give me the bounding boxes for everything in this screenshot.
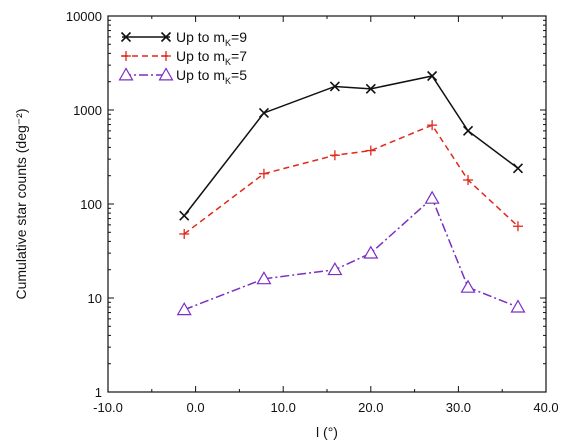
legend-marker bbox=[120, 31, 132, 43]
x-axis-ticks: -10.0 0.0 10.0 20.0 30.0 40.0 bbox=[93, 16, 559, 415]
data-point bbox=[460, 279, 476, 293]
legend-item: Up to mK=9 bbox=[120, 29, 247, 48]
legend-marker bbox=[160, 31, 172, 43]
series-layer bbox=[176, 70, 526, 316]
plot-frame bbox=[107, 15, 547, 393]
data-point bbox=[424, 190, 440, 204]
legend-item: Up to mK=5 bbox=[118, 67, 247, 86]
legend-label: Up to mK=9 bbox=[176, 29, 247, 48]
y-axis-label: Cumulative star counts (deg⁻²) bbox=[13, 108, 29, 299]
legend: Up to mK=9Up to mK=7Up to mK=5 bbox=[118, 29, 247, 86]
data-point bbox=[512, 163, 524, 174]
y-tick-label: 100 bbox=[80, 197, 102, 212]
data-point bbox=[258, 168, 269, 179]
data-point bbox=[365, 83, 376, 94]
data-point bbox=[363, 245, 379, 259]
y-axis-ticks: 1 10 100 1000 10000 bbox=[66, 9, 546, 400]
data-point bbox=[258, 107, 269, 119]
series-line bbox=[183, 75, 519, 217]
y-tick-label: 10000 bbox=[66, 9, 102, 24]
legend-marker bbox=[161, 51, 171, 61]
x-tick-label: 10.0 bbox=[271, 400, 296, 415]
data-point bbox=[427, 70, 438, 82]
x-axis-label: l (°) bbox=[316, 424, 338, 440]
x-tick-label: 0.0 bbox=[187, 400, 205, 415]
series-1 bbox=[179, 70, 524, 221]
legend-marker bbox=[118, 67, 134, 81]
data-point bbox=[462, 125, 474, 136]
legend-marker bbox=[121, 51, 131, 61]
data-point bbox=[329, 81, 340, 92]
data-point bbox=[329, 150, 340, 161]
legend-item: Up to mK=7 bbox=[121, 48, 247, 67]
data-point bbox=[365, 145, 376, 156]
data-point bbox=[179, 210, 190, 221]
data-point bbox=[512, 221, 523, 232]
x-tick-label: 30.0 bbox=[446, 400, 471, 415]
x-tick-label: -10.0 bbox=[93, 400, 123, 415]
data-point bbox=[327, 261, 343, 276]
legend-label: Up to mK=7 bbox=[176, 48, 247, 67]
series-line bbox=[183, 197, 519, 311]
y-tick-label: 1 bbox=[95, 385, 102, 400]
y-tick-label: 10 bbox=[88, 291, 102, 306]
legend-label: Up to mK=5 bbox=[176, 67, 247, 86]
series-3 bbox=[176, 190, 526, 316]
data-point bbox=[463, 175, 474, 186]
data-point bbox=[256, 271, 272, 285]
data-point bbox=[179, 228, 190, 239]
legend-marker bbox=[158, 67, 174, 81]
data-point bbox=[427, 120, 438, 131]
series-2 bbox=[179, 120, 523, 239]
y-tick-label: 1000 bbox=[73, 103, 102, 118]
data-point bbox=[176, 302, 192, 316]
data-point bbox=[510, 299, 526, 313]
x-tick-label: 20.0 bbox=[358, 400, 383, 415]
x-tick-label: 40.0 bbox=[533, 400, 558, 415]
